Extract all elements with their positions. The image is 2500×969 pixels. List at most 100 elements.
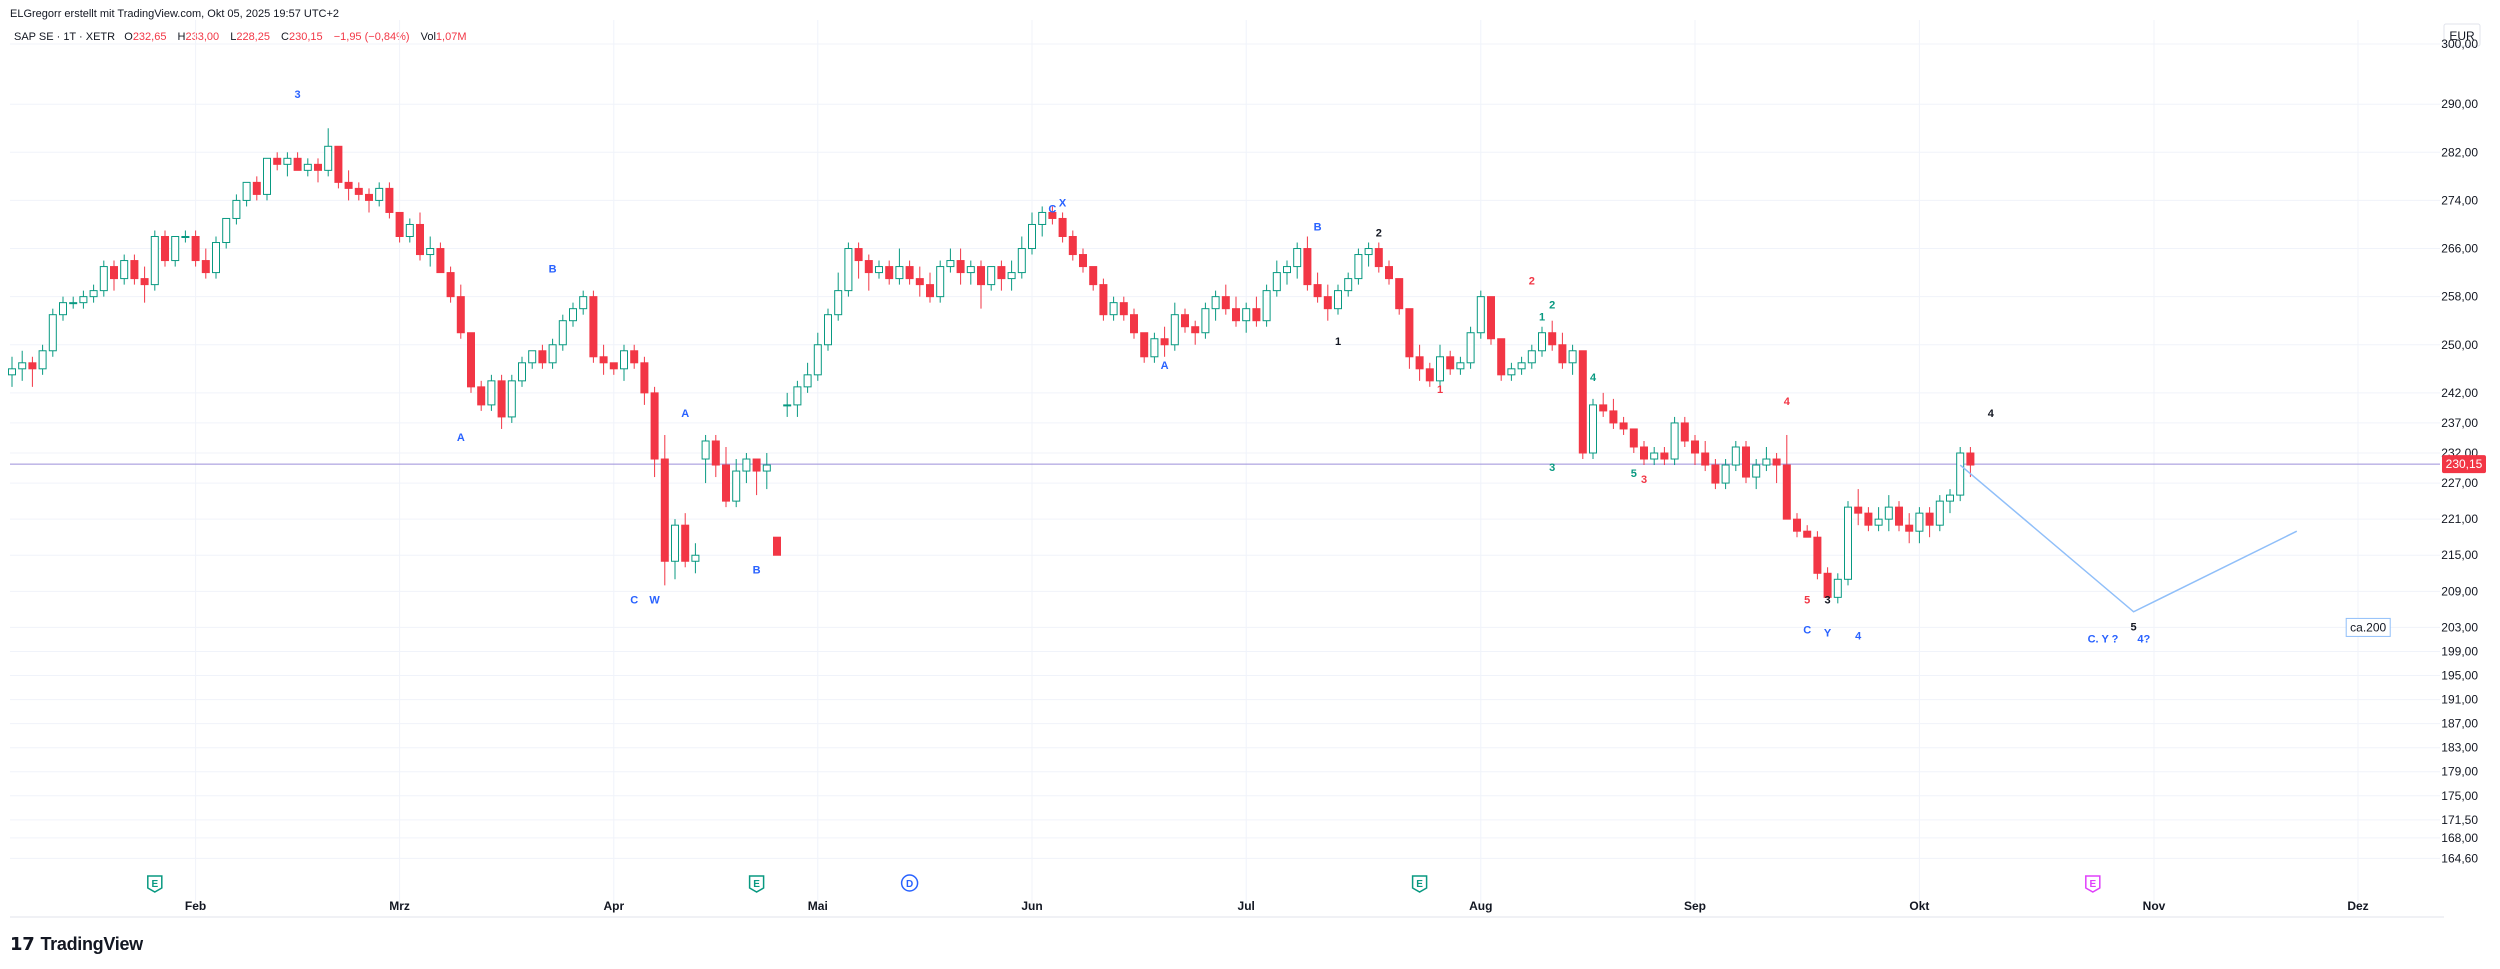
candle[interactable] — [1680, 416, 1689, 447]
candle[interactable] — [1782, 434, 1791, 520]
wave-label[interactable]: 5 — [1804, 594, 1810, 606]
candle[interactable] — [1599, 392, 1608, 417]
candle[interactable] — [497, 374, 506, 429]
wave-label[interactable]: 2 — [1376, 228, 1382, 240]
candle[interactable] — [966, 260, 975, 285]
candles[interactable] — [8, 128, 1975, 604]
candle[interactable] — [1191, 320, 1200, 345]
candle[interactable] — [120, 254, 129, 285]
candle[interactable] — [1232, 296, 1240, 327]
candle[interactable] — [1946, 489, 1954, 514]
candle[interactable] — [1487, 296, 1495, 345]
wave-label[interactable]: 3 — [1549, 462, 1555, 474]
candle[interactable] — [1925, 507, 1934, 538]
candle[interactable] — [1589, 398, 1597, 460]
wave-label[interactable]: Y — [1824, 627, 1832, 639]
candle[interactable] — [416, 212, 424, 261]
wave-label[interactable]: 4? — [2137, 633, 2150, 645]
candle[interactable] — [456, 284, 465, 339]
candle[interactable] — [1007, 260, 1016, 291]
candle[interactable] — [1385, 260, 1393, 285]
candle[interactable] — [691, 543, 700, 574]
candle[interactable] — [334, 145, 343, 189]
candle[interactable] — [1395, 278, 1404, 315]
candle[interactable] — [181, 230, 190, 243]
candle[interactable] — [99, 260, 108, 297]
candle[interactable] — [885, 260, 894, 285]
candle[interactable] — [1762, 446, 1771, 472]
candle[interactable] — [1089, 266, 1098, 291]
candle[interactable] — [722, 446, 730, 508]
candle[interactable] — [1629, 428, 1638, 454]
candle[interactable] — [375, 182, 384, 207]
candle[interactable] — [864, 254, 873, 291]
candle[interactable] — [140, 266, 149, 303]
wave-label[interactable]: B — [1314, 221, 1322, 233]
candle[interactable] — [405, 218, 414, 243]
candle[interactable] — [477, 380, 486, 411]
candle[interactable] — [1119, 296, 1128, 321]
wave-label[interactable]: A — [457, 432, 465, 444]
candle[interactable] — [1374, 242, 1383, 273]
candle[interactable] — [1038, 206, 1047, 237]
candle[interactable] — [446, 266, 455, 303]
candle[interactable] — [671, 519, 679, 580]
candle[interactable] — [69, 296, 78, 309]
wave-label[interactable]: 2 — [1549, 300, 1555, 312]
candle[interactable] — [1772, 453, 1781, 484]
wave-label[interactable]: 3 — [295, 89, 301, 101]
candle[interactable] — [1099, 278, 1108, 321]
candle[interactable] — [905, 260, 914, 285]
candle[interactable] — [1956, 446, 1965, 502]
candle[interactable] — [79, 290, 88, 309]
candle[interactable] — [701, 434, 710, 484]
candle[interactable] — [365, 188, 373, 213]
candle[interactable] — [212, 236, 220, 279]
candle[interactable] — [1701, 440, 1710, 472]
earnings-marker[interactable]: E — [1411, 875, 1428, 893]
candle[interactable] — [1548, 320, 1557, 351]
candle[interactable] — [987, 266, 996, 291]
wave-label[interactable]: C. Y ? — [2088, 633, 2119, 645]
candle[interactable] — [854, 242, 863, 279]
candle[interactable] — [640, 356, 649, 405]
candle[interactable] — [1578, 350, 1587, 460]
candle[interactable] — [150, 230, 159, 291]
wave-label[interactable]: 4 — [1988, 408, 1995, 420]
candle[interactable] — [8, 356, 16, 387]
target-box[interactable]: ca.200 — [2345, 617, 2391, 637]
candle[interactable] — [1272, 260, 1281, 297]
candle[interactable] — [742, 453, 751, 484]
wave-label[interactable]: 3 — [1825, 594, 1831, 606]
candle[interactable] — [1262, 284, 1271, 327]
candle[interactable] — [875, 260, 883, 279]
candle[interactable] — [1660, 446, 1669, 466]
wave-label[interactable]: 1 — [1539, 312, 1545, 324]
wave-label[interactable]: C — [1048, 203, 1056, 215]
wave-label[interactable]: C — [1803, 624, 1811, 636]
candle[interactable] — [1538, 326, 1546, 357]
candle[interactable] — [1017, 236, 1026, 279]
wave-label[interactable]: W — [649, 594, 660, 606]
candle[interactable] — [752, 458, 761, 496]
candle[interactable] — [38, 344, 47, 375]
candle[interactable] — [518, 356, 526, 387]
candle[interactable] — [110, 260, 118, 291]
candle[interactable] — [426, 236, 435, 267]
wave-label[interactable]: 4 — [1855, 630, 1862, 642]
candle[interactable] — [1079, 248, 1087, 273]
wave-label[interactable]: B — [549, 264, 557, 276]
candle[interactable] — [1221, 284, 1230, 315]
candle[interactable] — [242, 181, 251, 207]
candle[interactable] — [569, 302, 577, 327]
candle[interactable] — [293, 152, 302, 171]
candle[interactable] — [711, 434, 720, 478]
candle[interactable] — [1028, 212, 1036, 255]
candle[interactable] — [436, 242, 445, 274]
candle[interactable] — [681, 513, 690, 568]
candle[interactable] — [732, 459, 741, 508]
candle[interactable] — [354, 182, 363, 201]
candle[interactable] — [1752, 459, 1761, 490]
candle[interactable] — [1334, 284, 1342, 315]
